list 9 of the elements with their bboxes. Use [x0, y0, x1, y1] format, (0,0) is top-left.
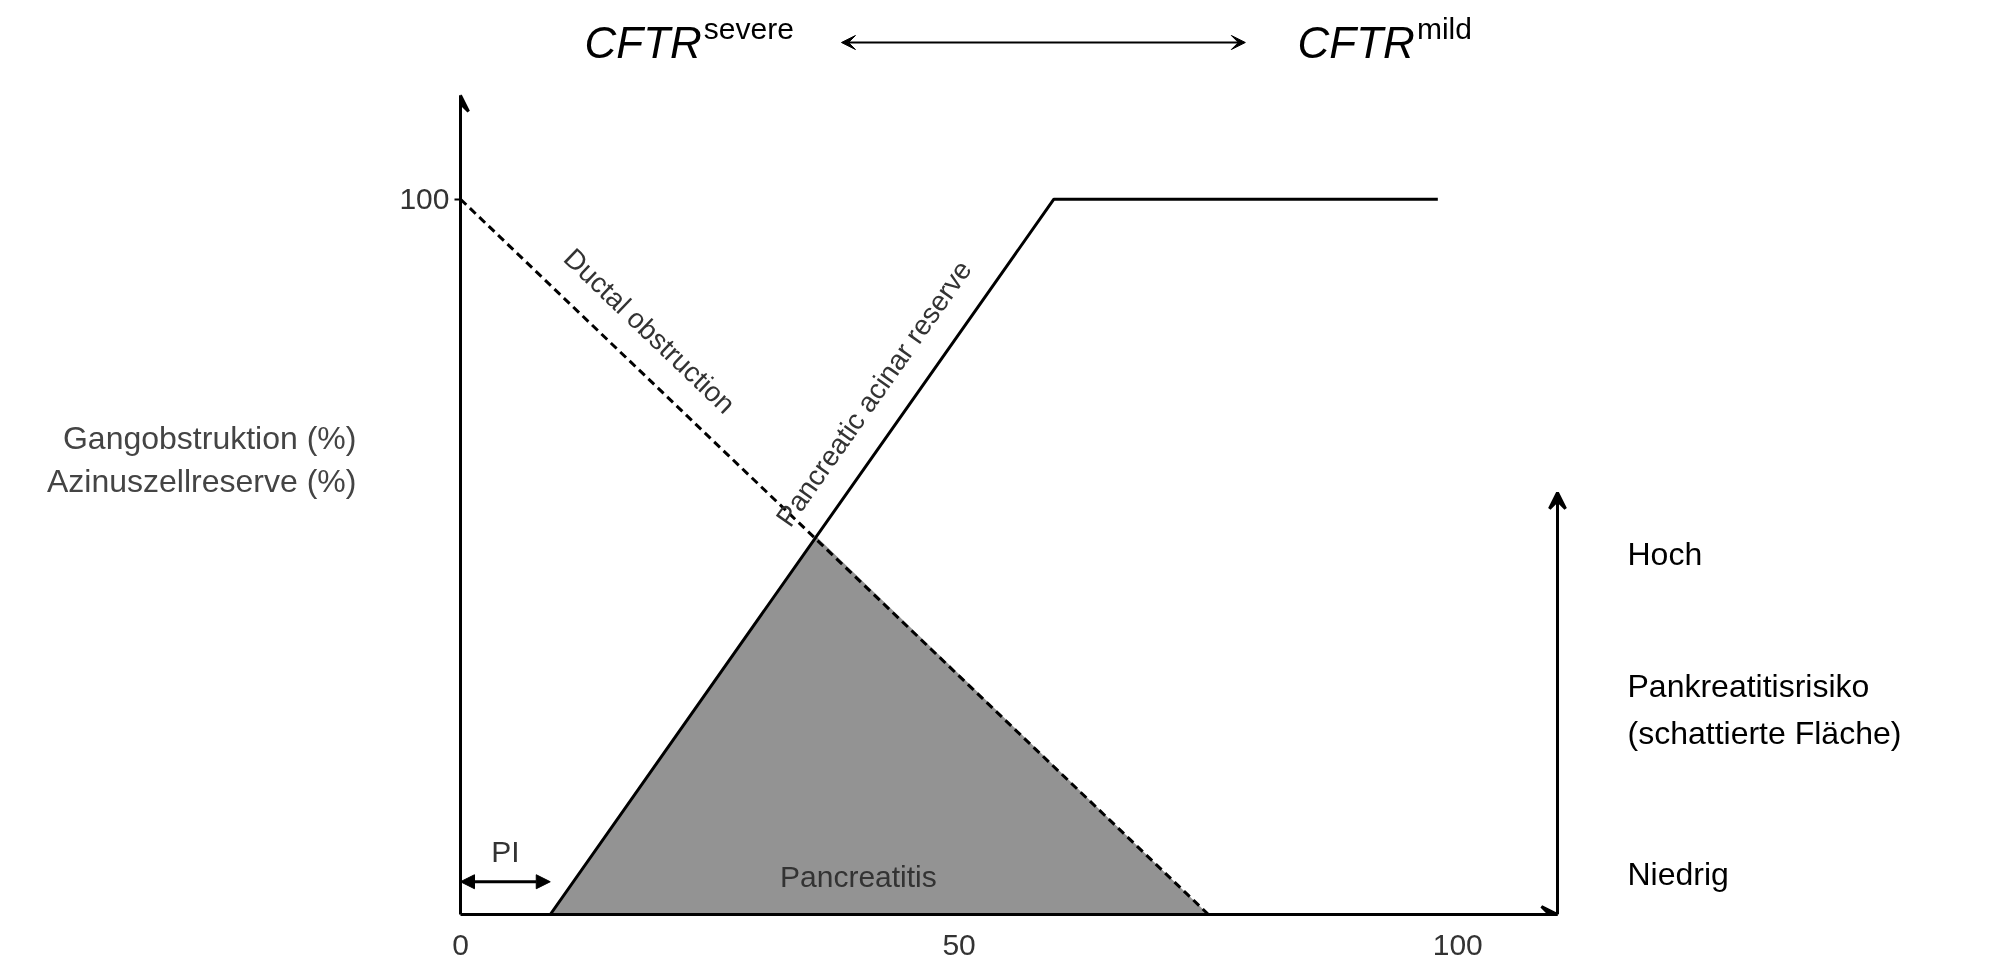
text: Hoch	[1627, 536, 1703, 573]
y2-axis-title: Pankreatitisrisiko (schattierte Fläche)	[1627, 668, 1902, 752]
x-tick-label: 100	[1432, 927, 1483, 961]
x-tick-label: 50	[942, 927, 976, 961]
annotation: PI	[491, 834, 520, 868]
series-label: Pancreatitis	[780, 859, 937, 893]
x-tick-label: 0	[452, 927, 469, 961]
text: Niedrig	[1627, 855, 1729, 892]
y-axis-title: Gangobstruktion (%) Azinuszellreserve (%)	[47, 419, 357, 500]
